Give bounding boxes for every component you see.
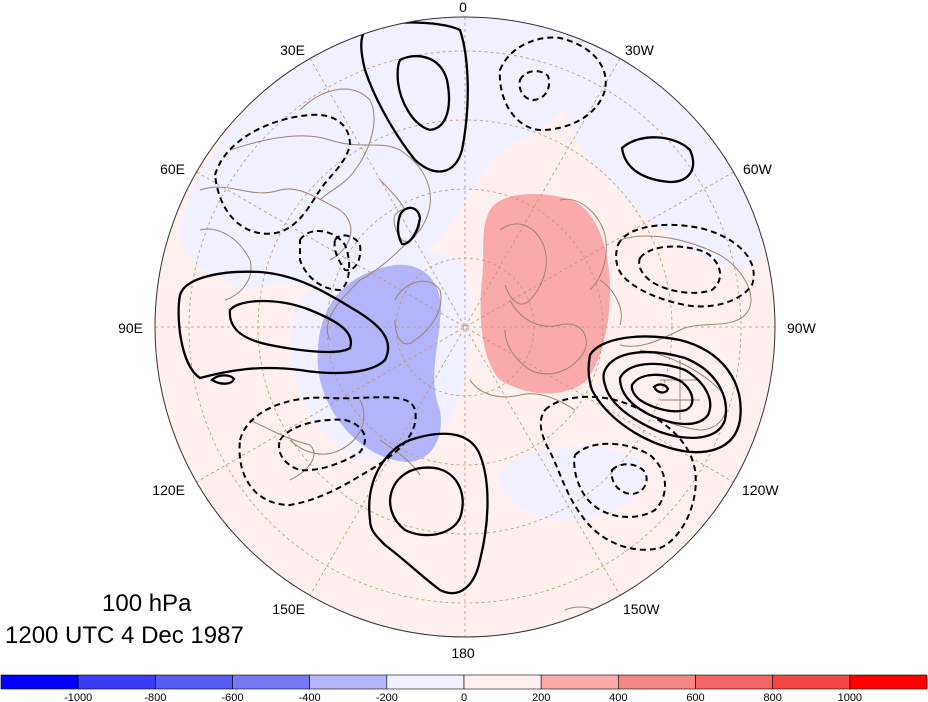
colorbar-tick-label: 400 bbox=[609, 692, 627, 702]
contour-negative-w bbox=[299, 230, 351, 292]
lon-label-30e: 30E bbox=[280, 42, 305, 58]
contour-negative-se-inner bbox=[610, 463, 648, 496]
colorbar-swatch bbox=[309, 674, 388, 690]
lon-label-0: 0 bbox=[459, 0, 467, 15]
colorbar-tick-label: -200 bbox=[376, 692, 398, 702]
colorbar-swatch bbox=[849, 674, 928, 690]
colorbar-swatch bbox=[463, 674, 542, 690]
contour-positive-w-outer bbox=[177, 270, 390, 380]
colorbar-swatch bbox=[540, 674, 619, 690]
contour-positive-small bbox=[396, 206, 422, 246]
colorbar-swatch bbox=[618, 674, 696, 690]
pressure-level-label: 100 hPa bbox=[102, 590, 192, 617]
lon-label-30w: 30W bbox=[625, 42, 655, 58]
contour-negative-se bbox=[539, 395, 697, 551]
contour-positive-e-5 bbox=[652, 383, 670, 394]
colorbar-tick-label: -800 bbox=[144, 692, 166, 702]
contour-positive-nw bbox=[620, 136, 695, 184]
contour-negative-e-inner bbox=[638, 245, 721, 294]
height-contours-negative bbox=[213, 36, 755, 551]
contour-positive-w-inner bbox=[228, 299, 353, 354]
colorbar-tick-label: -400 bbox=[299, 692, 321, 702]
shading-layer bbox=[180, 17, 771, 520]
contour-positive-e-3 bbox=[618, 362, 712, 426]
negative-anomaly-region-south bbox=[499, 446, 646, 520]
contour-positive-s-outer bbox=[368, 432, 489, 595]
colorbar-tick-label: -600 bbox=[221, 692, 243, 702]
lon-label-120w: 120W bbox=[742, 482, 779, 498]
lon-label-150w: 150W bbox=[623, 601, 660, 617]
colorbar-swatch bbox=[77, 674, 156, 690]
contour-positive-e-4 bbox=[630, 373, 694, 413]
lon-label-60w: 60W bbox=[743, 161, 773, 177]
contour-positive-ne-outer bbox=[360, 21, 469, 173]
contour-negative-sw-inner bbox=[278, 418, 366, 472]
colorbar-swatch bbox=[155, 674, 233, 690]
colorbar: -1000 -800 -600 -400 -200 0 200 400 600 800 1000 bbox=[0, 674, 928, 702]
colorbar-tick-label: 800 bbox=[763, 692, 781, 702]
colorbar-swatch bbox=[0, 674, 79, 690]
contour-negative-se-mid bbox=[573, 442, 667, 518]
lon-label-90e: 90E bbox=[118, 320, 143, 336]
anomaly-fill-plus-200 bbox=[480, 194, 610, 394]
valid-time-label: 1200 UTC 4 Dec 1987 bbox=[5, 622, 244, 649]
map-border bbox=[154, 16, 776, 638]
negative-anomaly-region-east bbox=[556, 30, 771, 270]
lon-label-180: 180 bbox=[451, 645, 475, 661]
lon-label-150e: 150E bbox=[272, 601, 305, 617]
contour-positive-w-small bbox=[210, 374, 236, 385]
contour-positive-e-2 bbox=[602, 350, 728, 439]
map-disk bbox=[154, 16, 776, 638]
lon-label-90w: 90W bbox=[787, 320, 817, 336]
height-contours bbox=[177, 21, 742, 595]
colorbar-tick-label: 200 bbox=[532, 692, 550, 702]
contour-negative-w2 bbox=[333, 234, 362, 272]
colorbar-tick-label: -1000 bbox=[64, 692, 92, 702]
contour-positive-e-1 bbox=[587, 335, 742, 454]
contour-negative-nw bbox=[213, 113, 352, 235]
colorbar-swatch bbox=[772, 674, 851, 690]
contour-positive-ne-inner bbox=[396, 54, 451, 132]
lon-label-60e: 60E bbox=[160, 161, 185, 177]
colorbar-tick-label: 600 bbox=[686, 692, 704, 702]
colorbar-tick-label: 0 bbox=[461, 692, 467, 702]
contour-positive-s-inner bbox=[388, 466, 464, 537]
colorbar-tick-label: 1000 bbox=[838, 692, 862, 702]
colorbar-swatch bbox=[695, 674, 773, 690]
contour-negative-sw bbox=[238, 396, 417, 507]
contour-negative-n bbox=[498, 36, 607, 132]
colorbar-swatch bbox=[386, 674, 465, 690]
colorbar-swatch bbox=[232, 674, 310, 690]
longitude-labels: 0 30W 60W 90W 120W 150W 180 150E 120E 90… bbox=[118, 0, 816, 661]
lon-label-120e: 120E bbox=[152, 482, 185, 498]
